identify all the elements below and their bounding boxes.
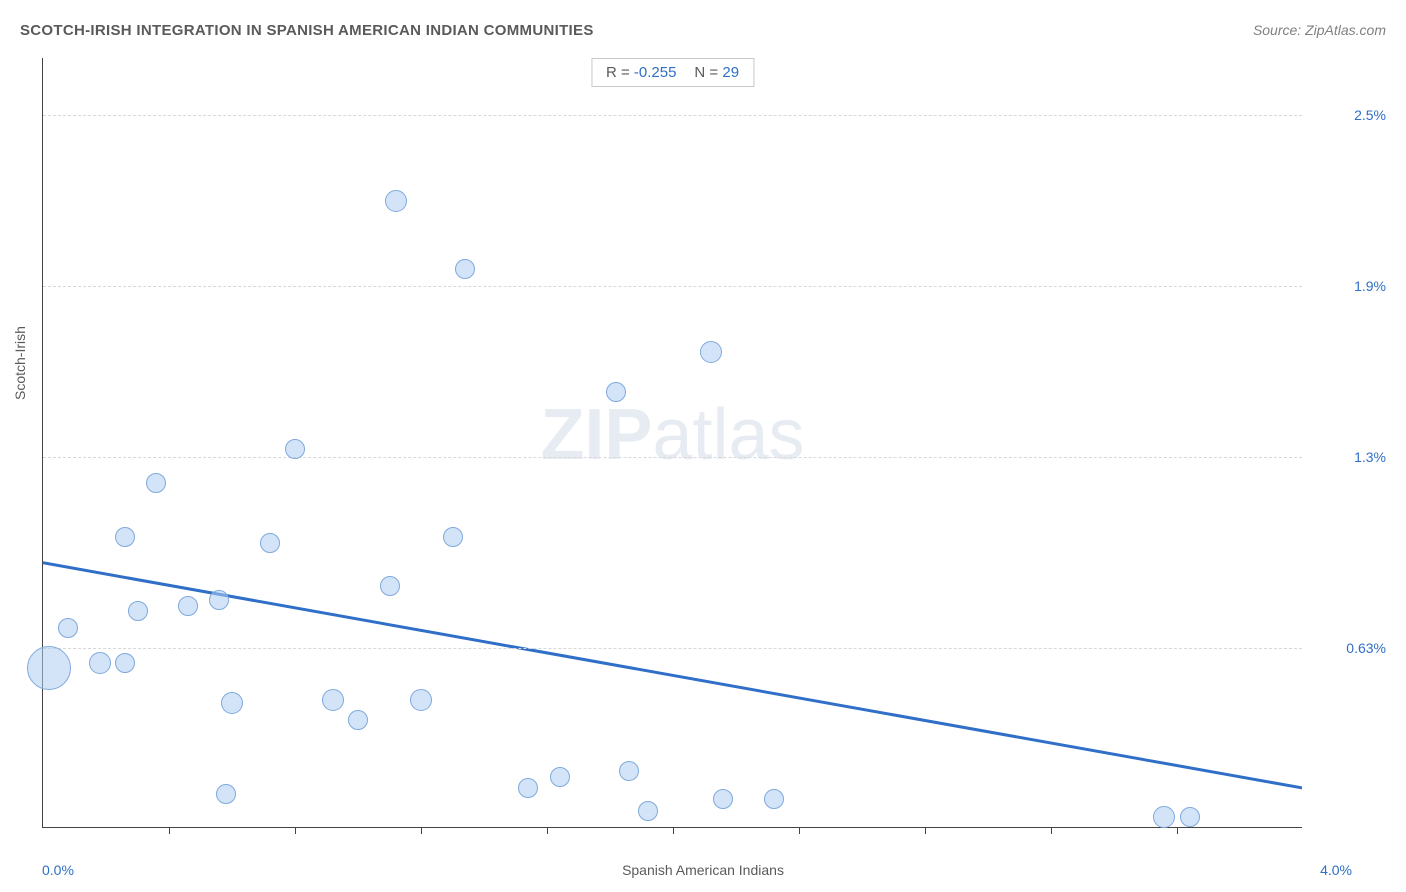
trend-line [43, 563, 1302, 788]
y-axis-label: Scotch-Irish [12, 326, 28, 400]
r-value: -0.255 [634, 64, 677, 81]
x-tick [1177, 827, 1178, 834]
data-point [146, 473, 166, 493]
data-point [128, 601, 148, 621]
r-label: R = [606, 64, 630, 81]
data-point [1153, 806, 1175, 828]
n-value: 29 [722, 64, 739, 81]
x-axis-max-label: 4.0% [1320, 862, 1352, 878]
data-point [455, 259, 475, 279]
source-attribution: Source: ZipAtlas.com [1253, 22, 1386, 38]
data-point [443, 527, 463, 547]
data-point [209, 590, 229, 610]
data-point [322, 689, 344, 711]
data-point [619, 761, 639, 781]
data-point [348, 710, 368, 730]
data-point [764, 789, 784, 809]
data-point [27, 646, 71, 690]
stats-box: R = -0.255 N = 29 [591, 58, 754, 87]
gridline [43, 286, 1302, 287]
chart-title: SCOTCH-IRISH INTEGRATION IN SPANISH AMER… [20, 22, 594, 39]
x-tick [295, 827, 296, 834]
data-point [285, 439, 305, 459]
x-tick [421, 827, 422, 834]
x-tick [673, 827, 674, 834]
data-point [1180, 807, 1200, 827]
stats-r: R = -0.255 [606, 64, 676, 81]
watermark-text: ZIPatlas [540, 393, 804, 475]
data-point [58, 618, 78, 638]
data-point [115, 527, 135, 547]
x-tick [169, 827, 170, 834]
x-tick [1051, 827, 1052, 834]
y-tick-label: 1.9% [1354, 278, 1386, 294]
x-axis-label: Spanish American Indians [622, 862, 784, 878]
data-point [410, 689, 432, 711]
data-point [260, 533, 280, 553]
x-tick [799, 827, 800, 834]
data-point [380, 576, 400, 596]
data-point [115, 653, 135, 673]
data-point [713, 789, 733, 809]
data-point [89, 652, 111, 674]
y-tick-label: 2.5% [1354, 107, 1386, 123]
watermark-bold: ZIP [540, 394, 652, 474]
data-point [216, 784, 236, 804]
gridline [43, 648, 1302, 649]
gridline [43, 457, 1302, 458]
n-label: N = [694, 64, 718, 81]
x-axis-origin-label: 0.0% [42, 862, 74, 878]
data-point [550, 767, 570, 787]
x-tick [925, 827, 926, 834]
y-tick-label: 1.3% [1354, 449, 1386, 465]
plot-area: ZIPatlas R = -0.255 N = 29 [42, 58, 1302, 828]
data-point [700, 341, 722, 363]
watermark-light: atlas [652, 394, 804, 474]
stats-n: N = 29 [694, 64, 739, 81]
gridline [43, 115, 1302, 116]
data-point [221, 692, 243, 714]
data-point [178, 596, 198, 616]
data-point [385, 190, 407, 212]
data-point [518, 778, 538, 798]
x-tick [547, 827, 548, 834]
data-point [638, 801, 658, 821]
data-point [606, 382, 626, 402]
y-tick-label: 0.63% [1346, 640, 1386, 656]
